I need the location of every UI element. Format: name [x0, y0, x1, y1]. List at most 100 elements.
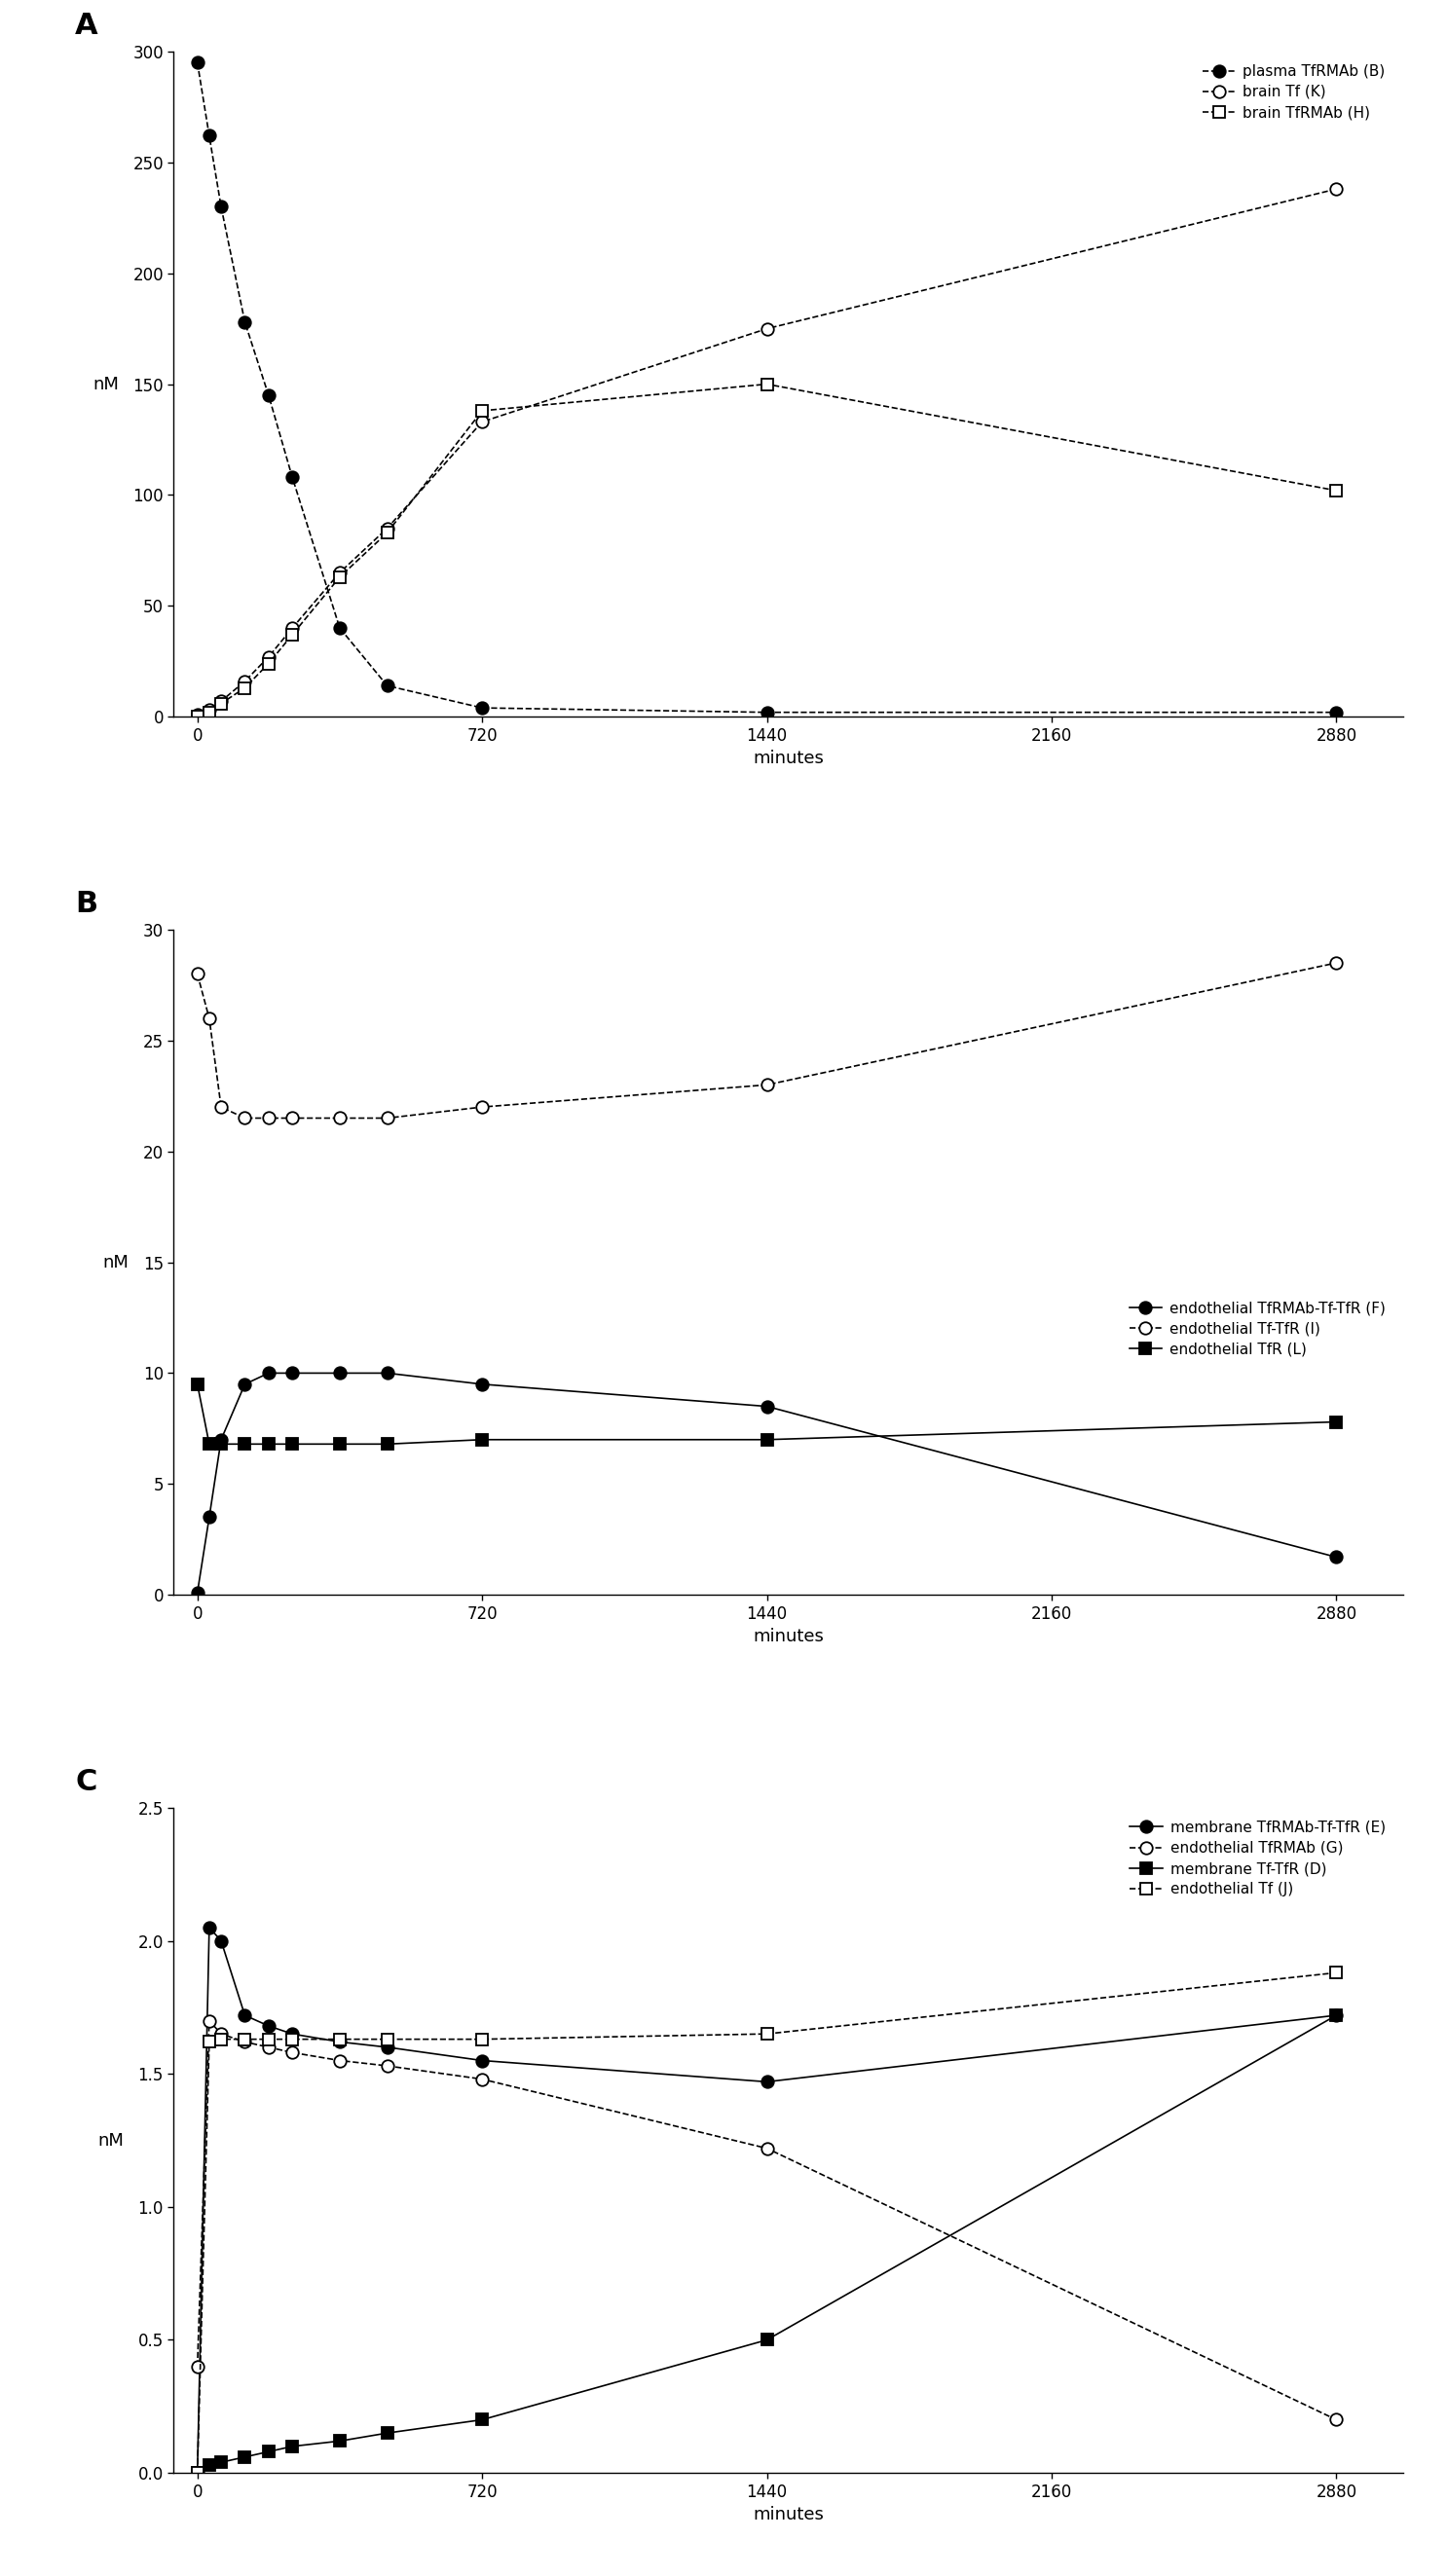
brain Tf (K)	[284, 613, 301, 644]
brain Tf (K)	[260, 641, 278, 672]
plasma TfRMAb (B)	[758, 698, 776, 729]
endothelial TfR (L)	[213, 1430, 230, 1461]
Line: membrane Tf-TfR (D): membrane Tf-TfR (D)	[192, 2009, 1341, 2478]
brain Tf (K)	[188, 698, 205, 729]
endothelial TfR (L)	[1328, 1406, 1346, 1437]
membrane Tf-TfR (D)	[379, 2419, 396, 2450]
Legend: endothelial TfRMAb-Tf-TfR (F), endothelial Tf-TfR (I), endothelial TfR (L): endothelial TfRMAb-Tf-TfR (F), endotheli…	[1123, 1296, 1392, 1363]
brain TfRMAb (H)	[213, 688, 230, 719]
membrane TfRMAb-Tf-TfR (E)	[236, 1999, 253, 2030]
membrane TfRMAb-Tf-TfR (E)	[1328, 1999, 1346, 2030]
plasma TfRMAb (B)	[1328, 698, 1346, 729]
brain TfRMAb (H)	[758, 368, 776, 399]
endothelial TfRMAb (G)	[236, 2027, 253, 2058]
plasma TfRMAb (B)	[284, 461, 301, 492]
endothelial TfRMAb-Tf-TfR (F)	[188, 1577, 205, 1607]
membrane TfRMAb-Tf-TfR (E)	[473, 2045, 491, 2076]
endothelial TfRMAb-Tf-TfR (F)	[213, 1425, 230, 1455]
brain TfRMAb (H)	[201, 698, 218, 729]
Line: membrane TfRMAb-Tf-TfR (E): membrane TfRMAb-Tf-TfR (E)	[191, 1922, 1343, 2478]
endothelial Tf (J)	[236, 2025, 253, 2056]
endothelial Tf (J)	[473, 2025, 491, 2056]
membrane TfRMAb-Tf-TfR (E)	[201, 1911, 218, 1942]
endothelial TfRMAb (G)	[331, 2045, 349, 2076]
endothelial Tf-TfR (I)	[260, 1103, 278, 1133]
endothelial TfRMAb-Tf-TfR (F)	[379, 1358, 396, 1388]
brain TfRMAb (H)	[188, 701, 205, 732]
endothelial TfRMAb (G)	[379, 2050, 396, 2081]
brain Tf (K)	[1328, 173, 1346, 204]
plasma TfRMAb (B)	[188, 46, 205, 77]
endothelial TfRMAb-Tf-TfR (F)	[473, 1368, 491, 1399]
brain Tf (K)	[213, 685, 230, 716]
X-axis label: minutes: minutes	[752, 750, 825, 768]
Y-axis label: nM: nM	[103, 1255, 129, 1270]
endothelial TfR (L)	[260, 1430, 278, 1461]
endothelial TfR (L)	[201, 1430, 218, 1461]
membrane Tf-TfR (D)	[284, 2432, 301, 2463]
membrane TfRMAb-Tf-TfR (E)	[331, 2027, 349, 2058]
endothelial Tf-TfR (I)	[1328, 948, 1346, 979]
membrane TfRMAb-Tf-TfR (E)	[260, 2009, 278, 2040]
membrane TfRMAb-Tf-TfR (E)	[379, 2032, 396, 2063]
Legend: membrane TfRMAb-Tf-TfR (E), endothelial TfRMAb (G), membrane Tf-TfR (D), endothe: membrane TfRMAb-Tf-TfR (E), endothelial …	[1124, 1814, 1392, 1904]
membrane TfRMAb-Tf-TfR (E)	[758, 2066, 776, 2097]
plasma TfRMAb (B)	[260, 379, 278, 410]
endothelial TfRMAb-Tf-TfR (F)	[236, 1368, 253, 1399]
plasma TfRMAb (B)	[473, 693, 491, 724]
endothelial Tf (J)	[758, 2020, 776, 2050]
endothelial TfR (L)	[331, 1430, 349, 1461]
endothelial Tf-TfR (I)	[284, 1103, 301, 1133]
endothelial Tf (J)	[284, 2025, 301, 2056]
Line: endothelial Tf (J): endothelial Tf (J)	[192, 1968, 1341, 2478]
X-axis label: minutes: minutes	[752, 2506, 825, 2524]
endothelial TfR (L)	[284, 1430, 301, 1461]
Line: endothelial TfR (L): endothelial TfR (L)	[192, 1378, 1341, 1450]
plasma TfRMAb (B)	[213, 191, 230, 222]
Text: C: C	[75, 1767, 97, 1795]
endothelial Tf (J)	[201, 2027, 218, 2058]
brain Tf (K)	[379, 513, 396, 544]
Text: A: A	[75, 13, 98, 39]
endothelial TfRMAb-Tf-TfR (F)	[1328, 1540, 1346, 1571]
endothelial Tf (J)	[331, 2025, 349, 2056]
endothelial TfRMAb (G)	[213, 2020, 230, 2050]
endothelial Tf-TfR (I)	[473, 1092, 491, 1123]
membrane Tf-TfR (D)	[213, 2447, 230, 2478]
Line: brain Tf (K): brain Tf (K)	[191, 183, 1343, 721]
brain TfRMAb (H)	[236, 672, 253, 703]
membrane Tf-TfR (D)	[473, 2403, 491, 2434]
Line: plasma TfRMAb (B): plasma TfRMAb (B)	[191, 57, 1343, 719]
endothelial TfRMAb (G)	[284, 2038, 301, 2069]
brain TfRMAb (H)	[473, 394, 491, 425]
Line: endothelial TfRMAb-Tf-TfR (F): endothelial TfRMAb-Tf-TfR (F)	[191, 1368, 1343, 1600]
membrane Tf-TfR (D)	[758, 2324, 776, 2354]
endothelial TfRMAb-Tf-TfR (F)	[260, 1358, 278, 1388]
Text: B: B	[75, 889, 98, 917]
brain TfRMAb (H)	[379, 518, 396, 549]
endothelial Tf-TfR (I)	[331, 1103, 349, 1133]
Line: brain TfRMAb (H): brain TfRMAb (H)	[192, 379, 1341, 721]
plasma TfRMAb (B)	[236, 307, 253, 337]
endothelial Tf (J)	[260, 2025, 278, 2056]
endothelial Tf (J)	[379, 2025, 396, 2056]
Line: endothelial TfRMAb (G): endothelial TfRMAb (G)	[191, 2014, 1343, 2427]
brain TfRMAb (H)	[284, 618, 301, 649]
endothelial TfRMAb-Tf-TfR (F)	[201, 1502, 218, 1533]
endothelial Tf-TfR (I)	[213, 1092, 230, 1123]
endothelial Tf-TfR (I)	[201, 1002, 218, 1033]
endothelial TfR (L)	[379, 1430, 396, 1461]
endothelial TfR (L)	[236, 1430, 253, 1461]
X-axis label: minutes: minutes	[752, 1628, 825, 1646]
endothelial TfRMAb-Tf-TfR (F)	[331, 1358, 349, 1388]
brain Tf (K)	[473, 407, 491, 438]
endothelial Tf (J)	[188, 2458, 205, 2488]
Y-axis label: nM: nM	[93, 376, 119, 394]
endothelial Tf-TfR (I)	[188, 958, 205, 989]
membrane TfRMAb-Tf-TfR (E)	[284, 2020, 301, 2050]
brain TfRMAb (H)	[260, 649, 278, 680]
endothelial Tf (J)	[213, 2025, 230, 2056]
brain TfRMAb (H)	[331, 562, 349, 592]
endothelial TfRMAb-Tf-TfR (F)	[284, 1358, 301, 1388]
Y-axis label: nM: nM	[98, 2130, 124, 2148]
